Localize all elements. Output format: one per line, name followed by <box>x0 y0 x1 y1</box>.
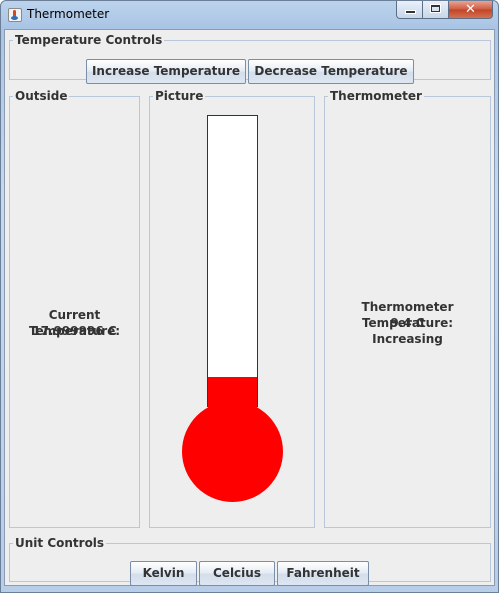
outside-panel: Outside Current Temperature: 17.999996 C <box>9 89 140 528</box>
celcius-button[interactable]: Celcius <box>199 561 275 586</box>
outside-legend: Outside <box>15 89 68 103</box>
decrease-temperature-button[interactable]: Decrease Temperature <box>248 59 414 84</box>
fahrenheit-button[interactable]: Fahrenheit <box>277 561 369 586</box>
kelvin-button[interactable]: Kelvin <box>130 561 197 586</box>
window-title: Thermometer <box>27 7 110 21</box>
thermometer-status: Increasing <box>372 332 443 346</box>
increase-temperature-button[interactable]: Increase Temperature <box>86 59 246 84</box>
thermometer-bulb <box>182 401 283 502</box>
close-icon: ✕ <box>465 2 476 17</box>
maximize-button[interactable] <box>423 1 449 19</box>
picture-legend: Picture <box>155 89 204 103</box>
current-temperature-value: 17.999996 C <box>32 324 117 338</box>
thermometer-panel: Thermometer Thermometer Temperature: 9.4… <box>324 89 491 528</box>
unit-controls-panel: Unit Controls Kelvin Celcius Fahrenheit <box>9 536 491 586</box>
current-temperature-label: Current Temperature: <box>28 308 121 338</box>
thermometer-temperature-label: Thermometer Temperature: <box>361 300 454 330</box>
unit-controls-legend: Unit Controls <box>15 536 105 550</box>
java-app-icon <box>8 8 22 22</box>
temperature-controls-panel: Temperature Controls Increase Temperatur… <box>9 33 491 84</box>
window-controls: ✕ <box>396 1 493 19</box>
temperature-controls-legend: Temperature Controls <box>15 33 163 47</box>
thermometer-temperature-value: 9.4 C <box>390 316 425 330</box>
minimize-button[interactable] <box>396 1 423 19</box>
thermometer-tube <box>207 115 258 407</box>
close-button[interactable]: ✕ <box>449 1 493 19</box>
title-bar: Thermometer ✕ <box>1 1 498 29</box>
content-pane: Temperature Controls Increase Temperatur… <box>4 29 495 586</box>
thermometer-legend: Thermometer <box>330 89 422 103</box>
picture-panel: Picture <box>149 89 315 528</box>
